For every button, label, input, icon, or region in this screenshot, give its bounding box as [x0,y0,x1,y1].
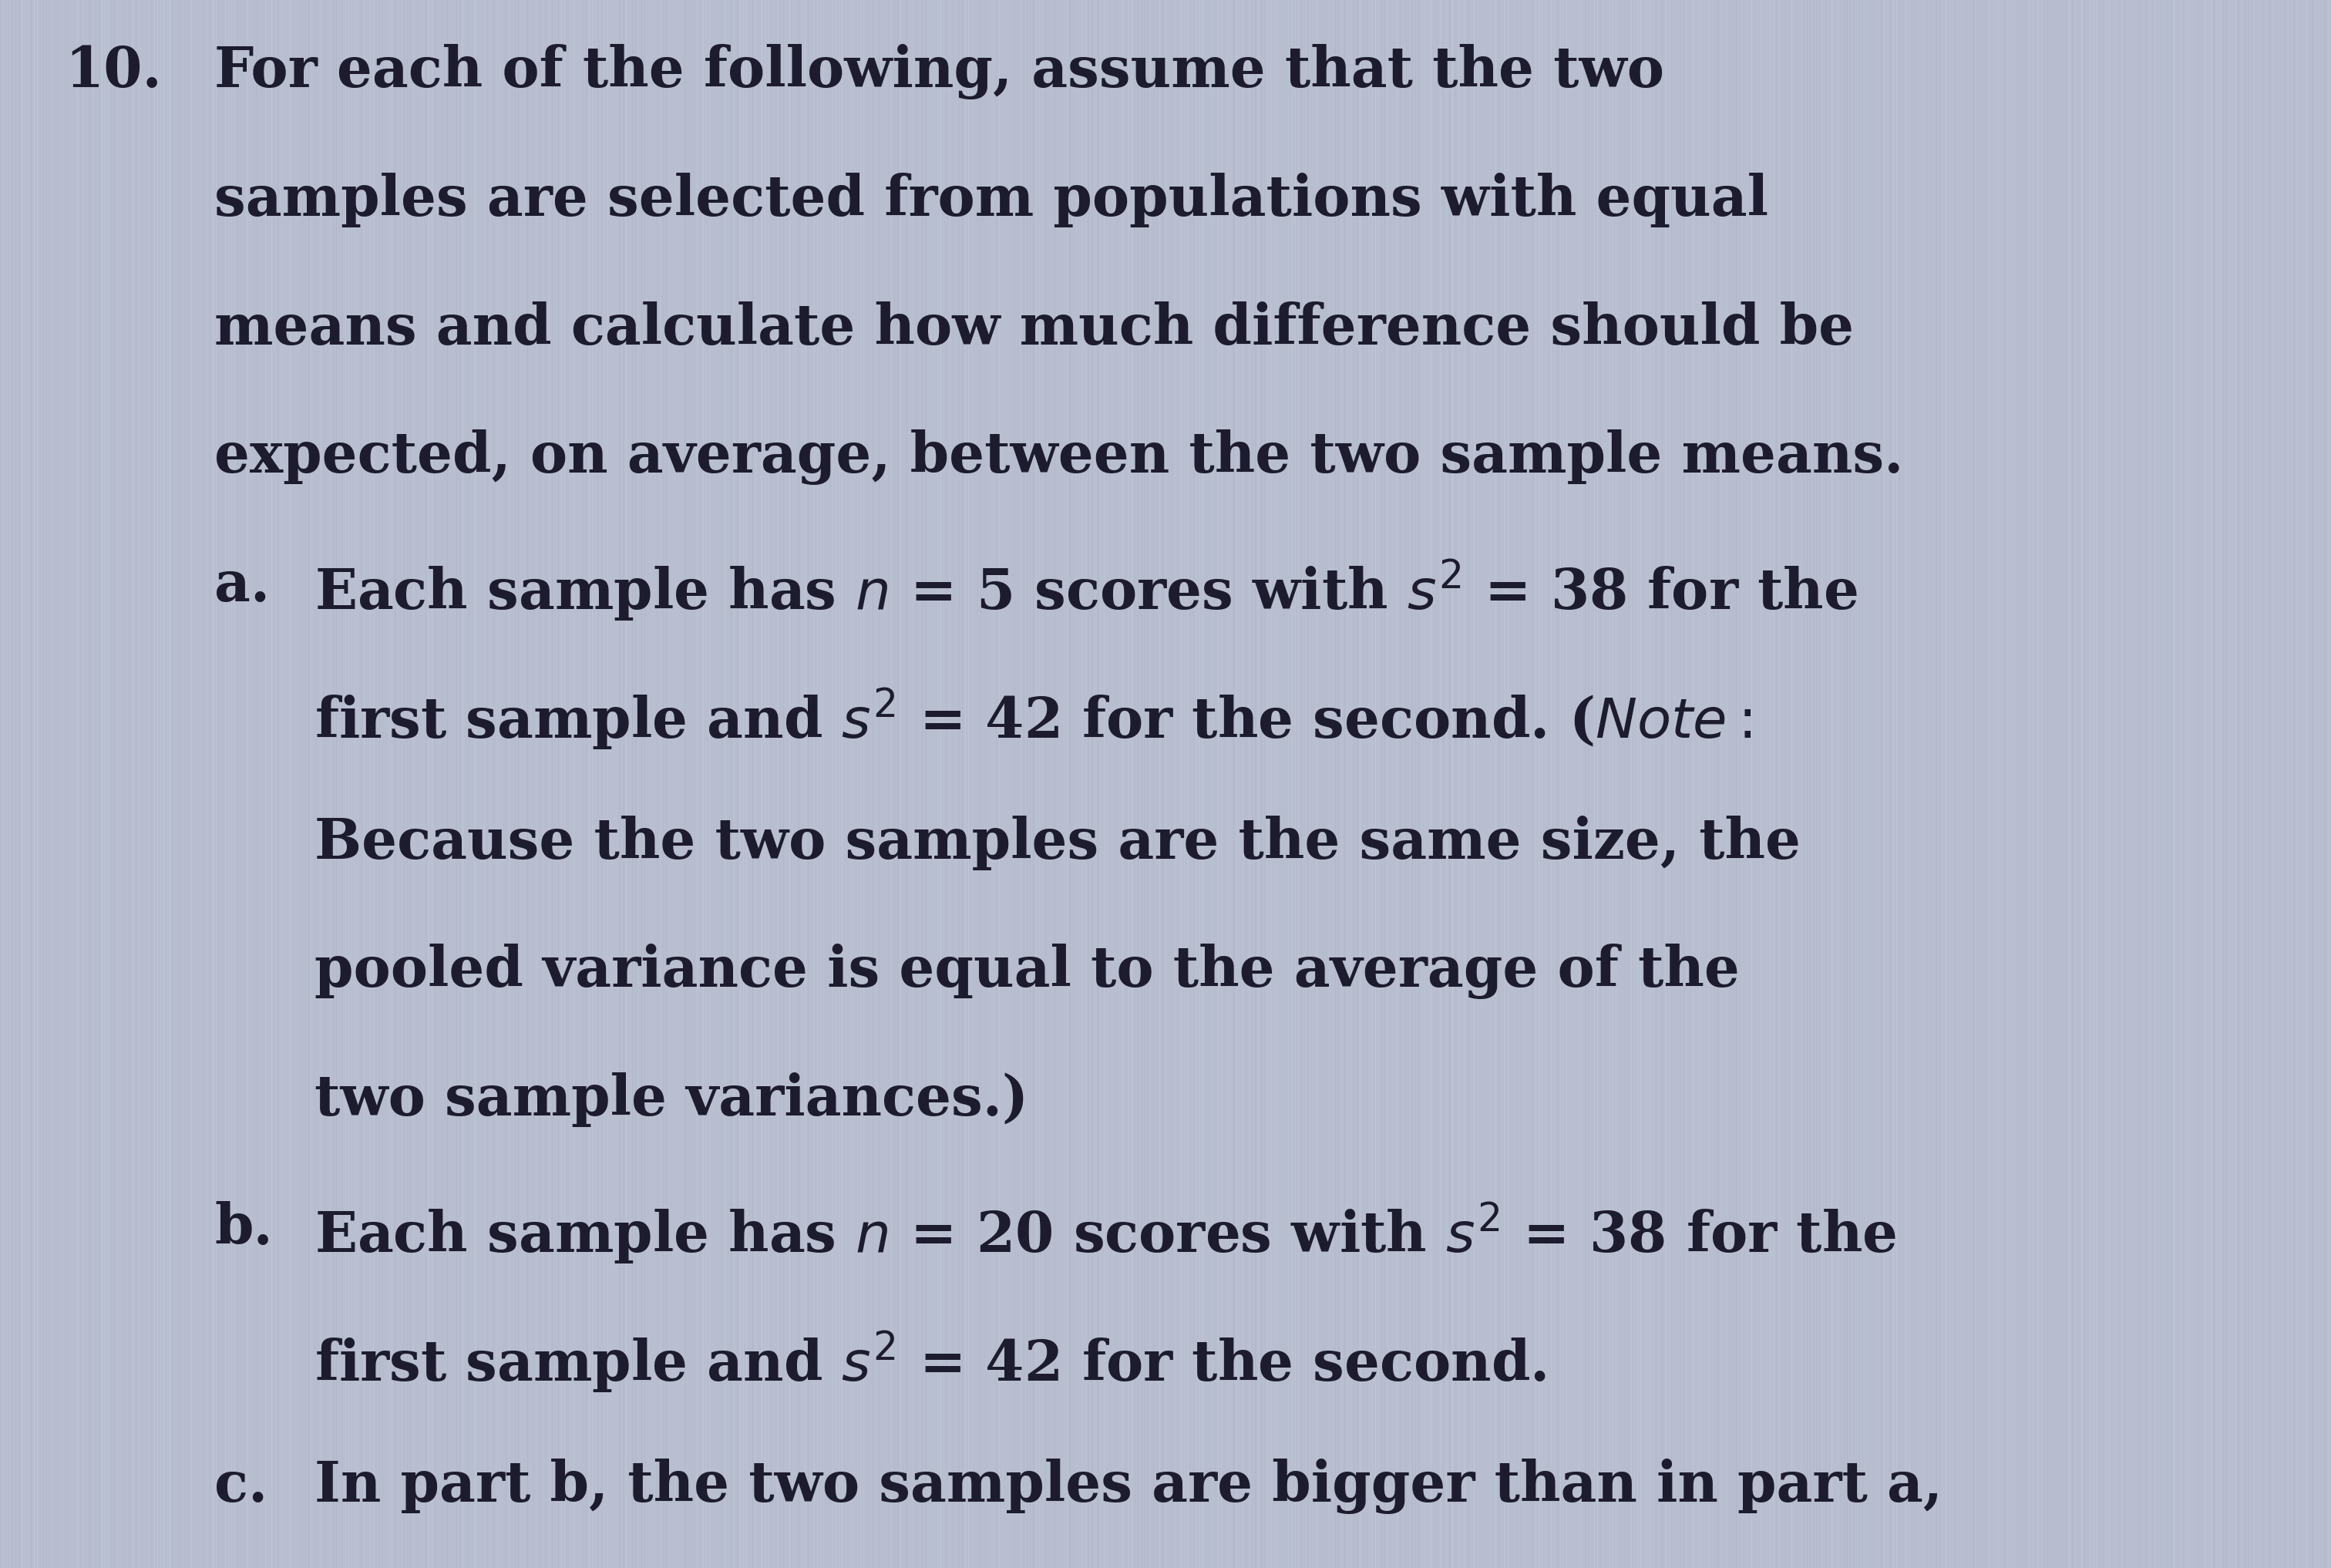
Text: first sample and $s^2$ = 42 for the second.: first sample and $s^2$ = 42 for the seco… [315,1330,1548,1396]
Text: For each of the following, assume that the two: For each of the following, assume that t… [214,44,1664,99]
Text: samples are selected from populations with equal: samples are selected from populations wi… [214,172,1769,227]
Text: means and calculate how much difference should be: means and calculate how much difference … [214,301,1853,356]
Text: two sample variances.): two sample variances.) [315,1073,1028,1127]
Text: first sample and $s^2$ = 42 for the second. ($\mathit{Note:}$: first sample and $s^2$ = 42 for the seco… [315,687,1753,753]
Text: In part b, the two samples are bigger than in part a,: In part b, the two samples are bigger th… [315,1458,1942,1513]
Text: 10.: 10. [65,44,163,99]
Text: Each sample has $n$ = 20 scores with $s^2$ = 38 for the: Each sample has $n$ = 20 scores with $s^… [315,1201,1897,1267]
Text: b.: b. [214,1201,273,1256]
Text: c.: c. [214,1458,268,1513]
Text: expected, on average, between the two sample means.: expected, on average, between the two sa… [214,430,1904,485]
Text: a.: a. [214,558,270,613]
Text: Because the two samples are the same size, the: Because the two samples are the same siz… [315,815,1802,870]
Text: pooled variance is equal to the average of the: pooled variance is equal to the average … [315,944,1739,999]
Text: Each sample has $n$ = 5 scores with $s^2$ = 38 for the: Each sample has $n$ = 5 scores with $s^2… [315,558,1858,624]
